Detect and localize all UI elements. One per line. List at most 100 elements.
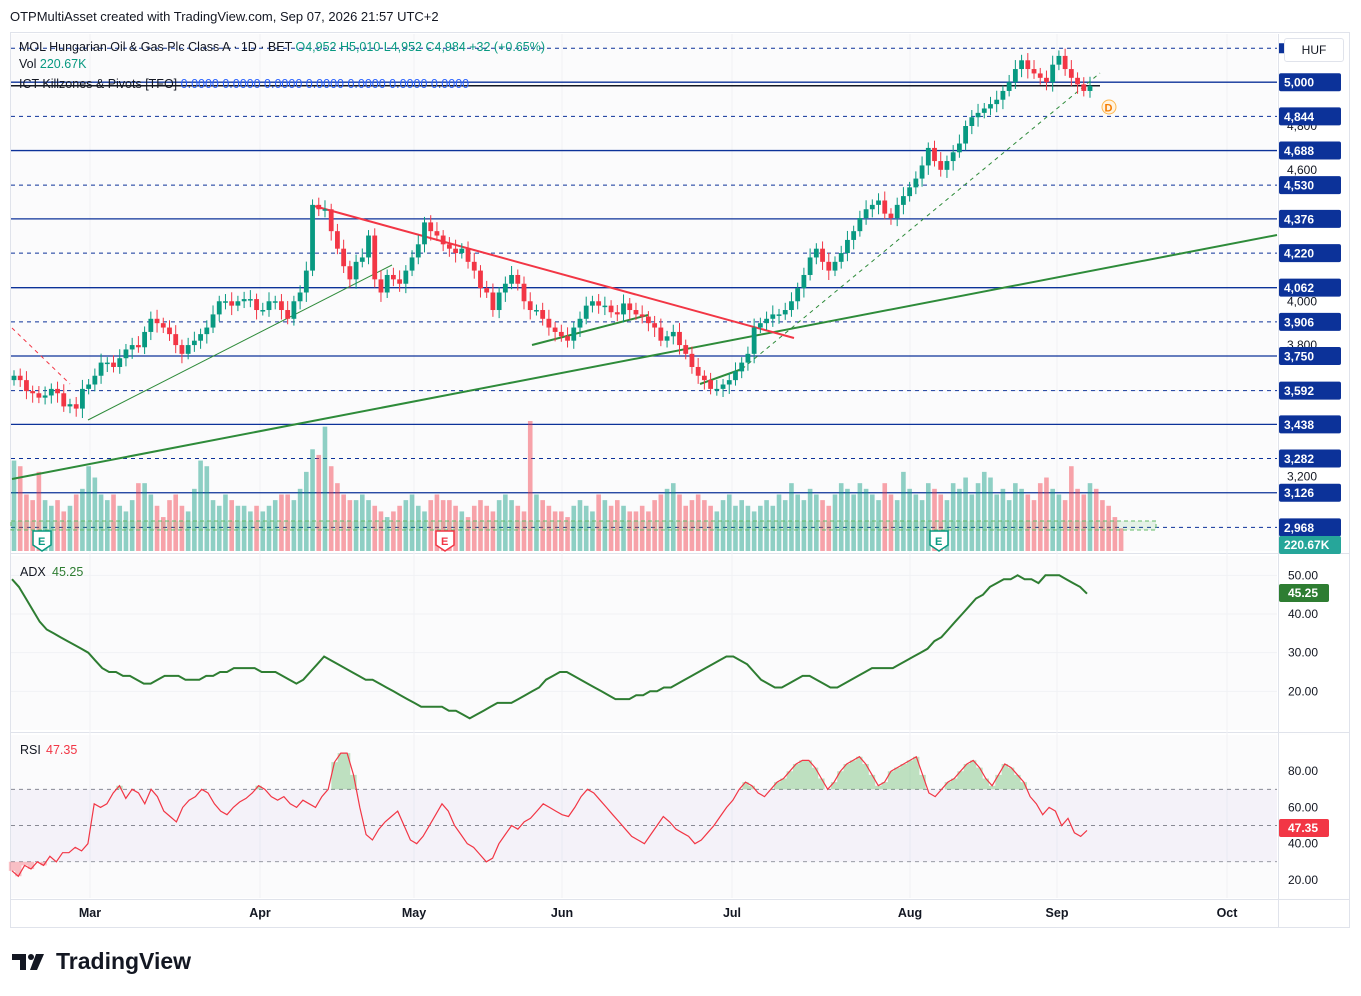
volume-bar bbox=[366, 500, 371, 551]
candle-body bbox=[981, 108, 987, 113]
volume-bar bbox=[801, 500, 807, 551]
candle-body bbox=[813, 248, 819, 258]
volume-bar bbox=[714, 511, 720, 551]
time-axis-label: Aug bbox=[898, 906, 922, 920]
volume-bar bbox=[384, 517, 390, 551]
candle-body bbox=[764, 318, 769, 324]
candle-body bbox=[515, 274, 521, 284]
volume-bar bbox=[353, 500, 359, 551]
volume-bar bbox=[876, 500, 881, 551]
candle-body bbox=[48, 388, 54, 396]
candle-body bbox=[577, 318, 583, 328]
candle-body bbox=[745, 353, 751, 363]
chart-frame bbox=[10, 32, 1350, 928]
candle-body bbox=[1075, 77, 1080, 85]
candle-body bbox=[1031, 69, 1037, 74]
volume-bar bbox=[1013, 483, 1018, 551]
adx-value: 45.25 bbox=[52, 565, 83, 579]
candle-body bbox=[932, 147, 937, 162]
pivot-level-tag bbox=[1279, 209, 1341, 228]
volume-bar bbox=[86, 466, 91, 551]
candle-body bbox=[677, 331, 682, 346]
earnings-marker-label: E bbox=[935, 536, 942, 548]
time-axis-label: Jun bbox=[551, 906, 573, 920]
price-pane bbox=[11, 34, 1277, 551]
volume-bar bbox=[92, 477, 98, 551]
candle-body bbox=[347, 266, 353, 280]
volume-bar bbox=[764, 500, 769, 551]
volume-last-label: 220.67K bbox=[1284, 538, 1330, 552]
volume-bar bbox=[272, 500, 278, 551]
pivot-level-tag bbox=[1279, 347, 1341, 366]
killzone-band bbox=[10, 520, 1157, 531]
volume-bar bbox=[758, 505, 763, 551]
volume-bar bbox=[104, 500, 110, 551]
candle-body bbox=[310, 204, 315, 271]
candle-body bbox=[1025, 60, 1031, 70]
volume-bar bbox=[434, 494, 440, 551]
session-marker bbox=[1101, 99, 1117, 115]
candle-body bbox=[994, 99, 1000, 105]
candle-body bbox=[851, 231, 857, 240]
volume-bar bbox=[360, 494, 365, 551]
volume-bar bbox=[677, 494, 682, 551]
volume-bar bbox=[316, 454, 322, 551]
candle-body bbox=[434, 231, 440, 236]
candle-body bbox=[366, 235, 371, 258]
adx-axis-tick: 20.00 bbox=[1288, 684, 1318, 698]
pivot-level-label: 4,530 bbox=[1284, 179, 1314, 193]
candle-body bbox=[17, 375, 23, 381]
candle-body bbox=[359, 257, 365, 262]
candle-body bbox=[285, 310, 291, 319]
volume-bar bbox=[347, 500, 353, 551]
rsi-title: RSI bbox=[20, 743, 41, 757]
volume-bar bbox=[565, 517, 570, 551]
candle-body bbox=[86, 384, 92, 389]
volume-bar bbox=[776, 494, 782, 551]
volume-bar bbox=[1044, 477, 1049, 551]
volume-bar bbox=[98, 494, 104, 551]
price-axis-tick: 3,200 bbox=[1287, 470, 1317, 484]
adx-pane bbox=[11, 556, 1277, 730]
volume-bar bbox=[179, 505, 185, 551]
candle-body bbox=[216, 301, 222, 315]
pivot-level-tag bbox=[1279, 244, 1341, 263]
candle-body bbox=[92, 375, 98, 385]
candle-body bbox=[322, 209, 328, 211]
volume-bar bbox=[1093, 488, 1099, 551]
candle-body bbox=[782, 310, 788, 315]
volume-bar bbox=[503, 494, 508, 551]
candle-body bbox=[807, 257, 813, 275]
published-caption: OTPMultiAsset created with TradingView.c… bbox=[10, 9, 439, 24]
candle-body bbox=[266, 301, 272, 311]
legend-indicator-name: ICT Killzones & Pivots [TFO] bbox=[19, 77, 178, 91]
pivot-level-label: 4,062 bbox=[1284, 281, 1314, 295]
volume-bar bbox=[471, 505, 477, 551]
volume-bar bbox=[1050, 488, 1055, 551]
volume-last-tag bbox=[1279, 536, 1341, 554]
volume-bar bbox=[590, 511, 595, 551]
pivot-level-label: 3,592 bbox=[1284, 384, 1314, 398]
candle-body bbox=[384, 274, 390, 293]
candle-body bbox=[795, 288, 801, 302]
volume-bar bbox=[378, 511, 384, 551]
volume-bar bbox=[969, 494, 975, 551]
candle-body bbox=[341, 248, 347, 267]
trendline-descending-resistance bbox=[313, 205, 795, 339]
volume-bar bbox=[857, 483, 863, 551]
volume-bar bbox=[254, 505, 259, 551]
candle-body bbox=[714, 388, 720, 391]
candle-body bbox=[260, 310, 266, 312]
candle-body bbox=[378, 279, 384, 293]
volume-bar bbox=[241, 505, 247, 551]
candle-body bbox=[1068, 69, 1074, 78]
earnings-marker bbox=[435, 530, 455, 552]
candle-body bbox=[1081, 84, 1087, 91]
candle-body bbox=[863, 209, 869, 219]
currency-button[interactable]: HUF bbox=[1284, 38, 1344, 62]
candle-body bbox=[204, 327, 210, 335]
legend-vol-value: 220.67K bbox=[39, 57, 87, 71]
rsi-oversold-fill bbox=[8, 861, 47, 877]
volume-bar bbox=[291, 500, 297, 551]
